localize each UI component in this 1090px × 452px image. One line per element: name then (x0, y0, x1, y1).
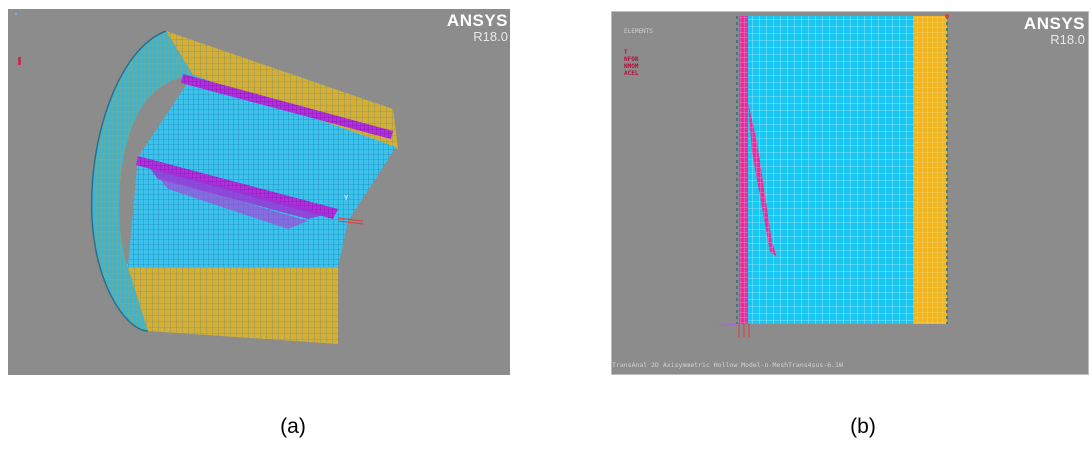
element-legend: ELEMENTS T NFOR NMOM ACEL (624, 28, 653, 77)
outer-shell-bottom (123, 262, 338, 344)
liner-region (914, 16, 947, 324)
version-label-b: R18.0 (1050, 32, 1085, 47)
model-title-footer: TransAnal 2D Axisymmetric Hollow Model-n… (612, 361, 843, 369)
interface-column (739, 16, 748, 324)
ansys-logo-a: ANSYS R18.0 (446, 11, 508, 44)
version-label-a: R18.0 (473, 29, 508, 44)
inner-surface-upper (138, 75, 396, 221)
axisymmetric-mesh-2d (716, 14, 949, 338)
legend-item: NFOR (624, 56, 639, 63)
legend-item: T (624, 49, 628, 56)
crack-band-3 (158, 177, 308, 229)
load-arrows-b (738, 324, 750, 338)
end-face (91, 31, 193, 331)
cylinder-mesh-3d: Y (15, 13, 398, 344)
crack-band-2 (148, 166, 328, 219)
legend-item: NMOM (624, 63, 639, 70)
ansys-logo-b: ANSYS R18.0 (1023, 14, 1085, 47)
load-arrows (337, 217, 364, 225)
svg-text:Y: Y (344, 194, 349, 202)
panel-b-viewport: ELEMENTS T NFOR NMOM ACEL ANSYS R18.0 Tr… (611, 11, 1089, 375)
crack-path (748, 102, 777, 257)
soil-mesh-region (745, 16, 915, 324)
brand-name-b: ANSYS (1023, 14, 1085, 33)
panel-a-viewport: Y ANSYS R18.0 (8, 9, 510, 375)
brand-name-a: ANSYS (446, 11, 508, 30)
caption-a: (a) (280, 415, 306, 438)
legend-item: ACEL (624, 70, 639, 77)
boundary-band-top (181, 74, 393, 139)
caption-b: (b) (850, 415, 876, 438)
legend-title: ELEMENTS (624, 28, 653, 35)
